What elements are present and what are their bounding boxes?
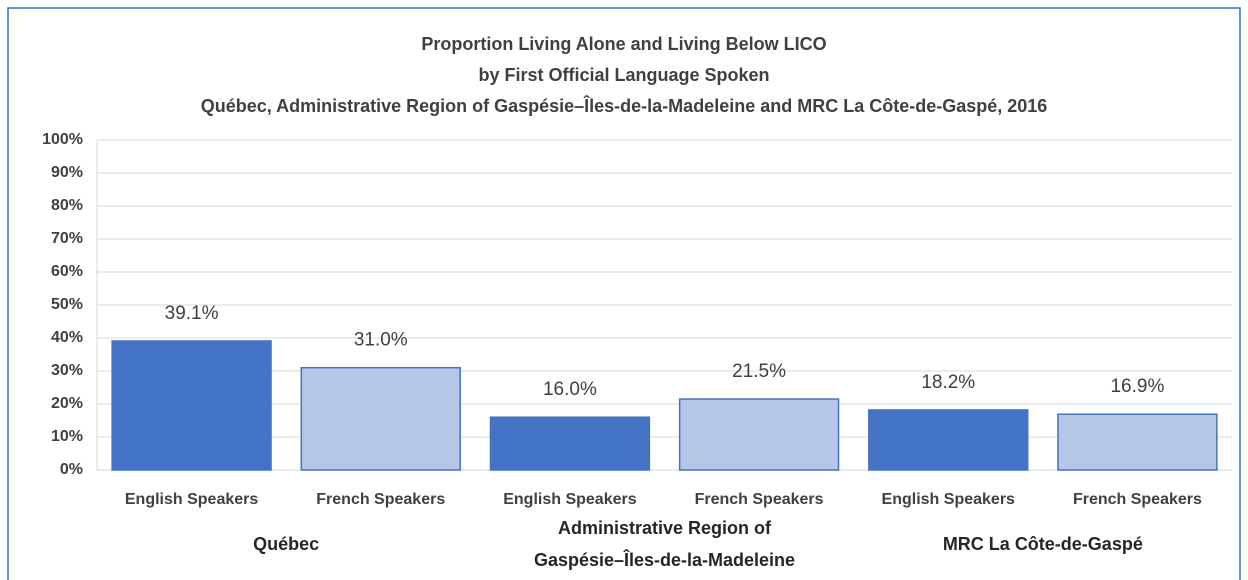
y-tick-label: 0% (60, 461, 83, 478)
x-tick-label: English Speakers (503, 491, 636, 508)
chart-title: Proportion Living Alone and Living Below… (421, 34, 826, 54)
bar (678, 398, 840, 471)
value-label: 16.9% (1110, 376, 1164, 397)
y-tick-label: 50% (51, 296, 83, 313)
bar (868, 409, 1029, 471)
y-tick-label: 30% (51, 362, 83, 379)
group-label: MRC La Côte-de-Gaspé (942, 534, 1143, 554)
y-tick-label: 10% (51, 428, 83, 445)
y-tick-label: 80% (51, 197, 83, 214)
group-label: Administrative Region of Gaspésie–Îles-d… (533, 518, 796, 570)
x-tick-label: French Speakers (695, 491, 824, 508)
y-tick-label: 100% (42, 131, 83, 148)
x-tick-label: French Speakers (316, 491, 445, 508)
bar (489, 416, 651, 471)
y-tick-label: 20% (51, 395, 83, 412)
value-label: 16.0% (543, 379, 597, 400)
chart-title: by First Official Language Spoken (478, 65, 769, 85)
y-tick-label: 60% (51, 263, 83, 280)
chart-title: Québec, Administrative Region of Gaspési… (201, 95, 1048, 116)
value-label: 18.2% (921, 372, 975, 393)
value-label: 31.0% (354, 330, 408, 351)
y-tick-label: 90% (51, 164, 83, 181)
value-label: 21.5% (732, 361, 786, 382)
chart-border (7, 7, 1241, 580)
x-tick-label: English Speakers (125, 491, 258, 508)
x-tick-label: French Speakers (1073, 491, 1202, 508)
y-tick-label: 40% (51, 329, 83, 346)
group-label: Québec (253, 534, 320, 554)
bar (111, 340, 272, 471)
x-tick-label: English Speakers (882, 491, 1015, 508)
bar (300, 366, 461, 471)
bar (1057, 413, 1218, 471)
y-tick-label: 70% (51, 230, 83, 247)
value-label: 39.1% (165, 303, 219, 324)
